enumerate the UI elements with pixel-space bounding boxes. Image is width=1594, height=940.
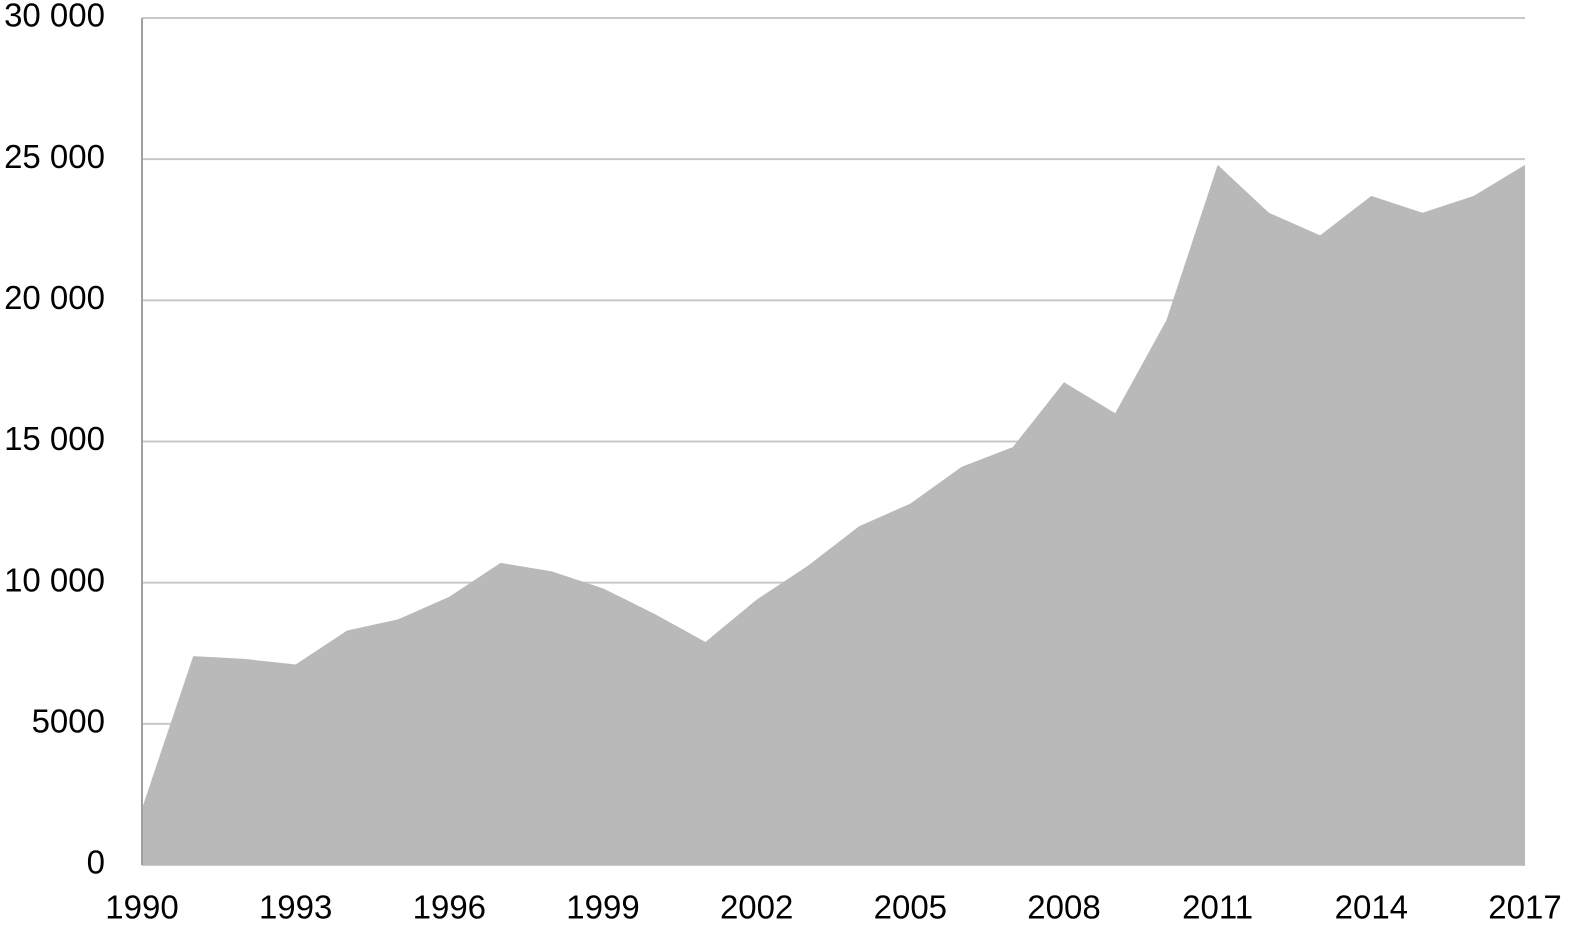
x-tick-label: 1993	[259, 889, 332, 926]
x-tick-label: 2011	[1182, 889, 1253, 926]
y-tick-label: 25 000	[4, 138, 105, 175]
y-tick-label: 10 000	[4, 561, 105, 598]
y-tick-label: 5000	[32, 703, 105, 740]
x-tick-label: 1990	[105, 889, 178, 926]
x-tick-label: 1996	[413, 889, 486, 926]
x-tick-label: 2005	[874, 889, 947, 926]
y-tick-label: 0	[87, 844, 105, 881]
y-tick-label: 30 000	[4, 0, 105, 34]
area	[142, 164, 1525, 865]
x-tick-label: 1999	[566, 889, 639, 926]
x-tick-label: 2017	[1488, 889, 1561, 926]
y-tick-label: 15 000	[4, 420, 105, 457]
x-tick-label: 2008	[1027, 889, 1100, 926]
x-tick-label: 2014	[1335, 889, 1408, 926]
x-tick-label: 2002	[720, 889, 793, 926]
y-tick-label: 20 000	[4, 279, 105, 316]
